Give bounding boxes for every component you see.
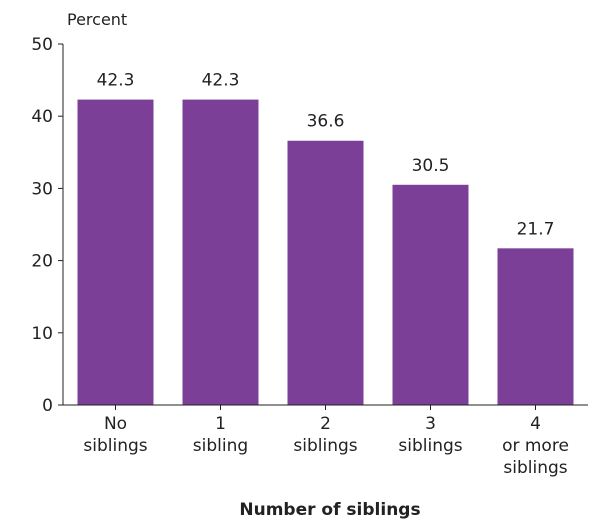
- x-tick-label-line: 4: [530, 414, 541, 434]
- y-tick-label: 20: [31, 252, 53, 272]
- x-tick-label: 4 or more siblings: [502, 414, 569, 478]
- y-tick-label: 50: [31, 35, 53, 55]
- bar-value-label: 42.3: [202, 71, 240, 91]
- bar-value-label: 30.5: [412, 156, 450, 176]
- y-tick-label: 10: [31, 324, 53, 344]
- y-tick-label: 0: [42, 396, 53, 416]
- bar: [392, 184, 469, 405]
- x-tick-label-line: 2: [320, 414, 331, 434]
- y-axis: 0 10 20 30 40 50: [31, 35, 64, 416]
- value-labels: 42.3 42.3 36.6 30.5 21.7: [97, 71, 555, 240]
- x-tick-label: No siblings: [83, 414, 147, 456]
- bars: [77, 99, 574, 406]
- y-tick-label: 30: [31, 179, 53, 199]
- x-tick-label-line: 1: [215, 414, 226, 434]
- x-axis-title: Number of siblings: [239, 500, 420, 520]
- bar: [497, 248, 574, 405]
- x-tick-label-line: 3: [425, 414, 436, 434]
- bar-value-label: 21.7: [517, 219, 555, 239]
- x-tick-label-line: siblings: [83, 436, 147, 456]
- x-tick-label-line: or more: [502, 436, 569, 456]
- x-tick-label-line: siblings: [293, 436, 357, 456]
- bar: [182, 99, 259, 406]
- x-tick-label: 3 siblings: [398, 414, 462, 456]
- bar-value-label: 36.6: [307, 112, 345, 132]
- y-axis-unit-label: Percent: [67, 10, 127, 29]
- bar: [77, 99, 154, 406]
- x-tick-label: 1 sibling: [193, 414, 248, 456]
- x-tick-label-line: No: [104, 414, 127, 434]
- bar-value-label: 42.3: [97, 71, 135, 91]
- x-tick-label-line: sibling: [193, 436, 248, 456]
- x-tick-label-line: siblings: [503, 458, 567, 478]
- x-tick-label-line: siblings: [398, 436, 462, 456]
- x-tick-label: 2 siblings: [293, 414, 357, 456]
- y-tick-label: 40: [31, 107, 53, 127]
- bar: [287, 140, 364, 406]
